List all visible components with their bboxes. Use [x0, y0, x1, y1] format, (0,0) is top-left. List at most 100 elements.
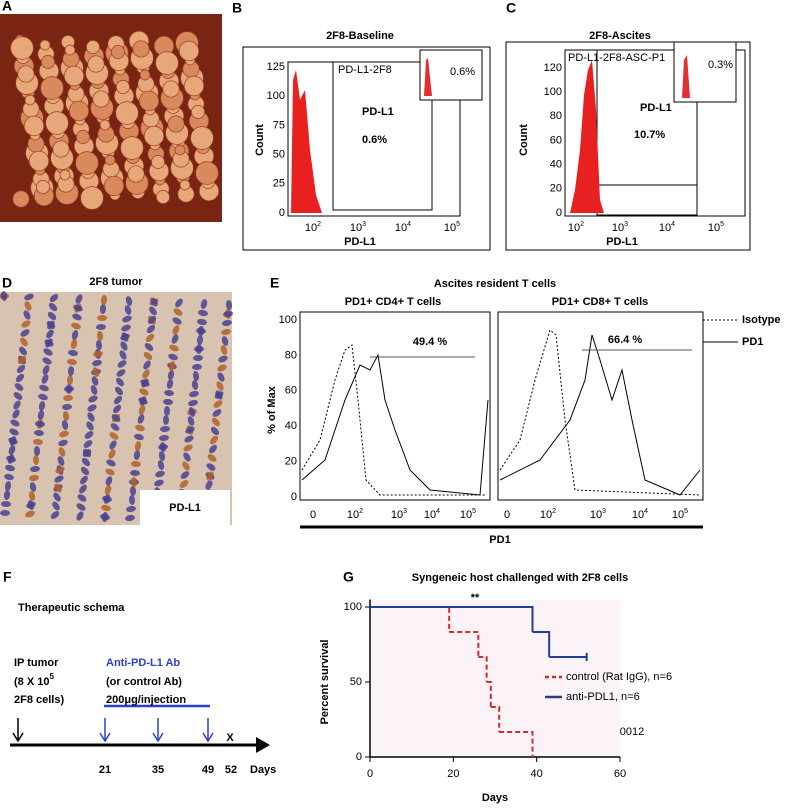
shape — [193, 354, 203, 362]
shape — [213, 400, 223, 408]
shape — [205, 480, 213, 490]
shape — [125, 514, 135, 522]
x-tick-label: 10 — [444, 222, 456, 234]
shape — [43, 348, 53, 356]
day-label: 49 — [202, 764, 214, 776]
shape — [242, 46, 491, 251]
shape — [218, 355, 228, 363]
shape — [30, 465, 40, 473]
shape — [216, 381, 224, 391]
shape — [144, 343, 154, 351]
shape — [196, 335, 204, 345]
shape — [80, 475, 88, 485]
x-tick-label: 3 — [362, 221, 366, 228]
shape — [210, 426, 220, 436]
x-tick-label: 5 — [684, 508, 688, 515]
shape — [32, 455, 40, 465]
shape — [24, 94, 36, 106]
x-label: PD-L1 — [344, 236, 376, 248]
shape — [217, 364, 227, 372]
tumor-text: 2F8 cells) — [14, 694, 64, 706]
shape — [299, 311, 491, 501]
shape — [67, 358, 77, 366]
shape — [109, 440, 117, 450]
shape — [66, 375, 74, 385]
shape — [183, 452, 191, 462]
shape — [140, 379, 150, 387]
panel-letter: D — [2, 275, 12, 291]
shape — [97, 315, 107, 321]
shape — [143, 360, 151, 370]
shape — [116, 377, 124, 387]
treatment-text: 200μg/injection — [106, 694, 186, 706]
shape — [131, 460, 141, 468]
y-tick-label: 75 — [273, 119, 285, 131]
shape — [71, 322, 81, 330]
x-tick-label: 0 — [310, 509, 316, 521]
shape — [9, 436, 17, 446]
shape — [120, 341, 128, 351]
shape — [133, 450, 141, 460]
x-tick-label: 0 — [367, 768, 373, 780]
shape — [58, 439, 68, 447]
shape — [49, 293, 59, 303]
x-tick-label: 4 — [644, 508, 648, 515]
shape — [64, 44, 76, 56]
x-tick-label: 0 — [504, 509, 510, 521]
x-tick-label: 10 — [424, 509, 436, 521]
shape — [185, 426, 195, 434]
shape — [682, 55, 690, 98]
x-tick-label: 10 — [395, 222, 407, 234]
x-axis-title: Days — [482, 792, 508, 804]
shape — [75, 294, 83, 304]
shape — [34, 429, 44, 437]
shape — [23, 115, 45, 137]
x-tick-label: 10 — [460, 509, 472, 521]
shape — [50, 511, 60, 519]
shape — [17, 355, 27, 365]
x-tick-label: 10 — [632, 509, 644, 521]
shape — [121, 324, 131, 332]
y-tick-label: 40 — [550, 159, 562, 171]
shape — [37, 410, 45, 420]
shape — [505, 41, 751, 251]
shape — [15, 373, 25, 383]
y-tick-label: 20 — [285, 456, 297, 468]
gate-label: PD-L1 — [640, 102, 672, 114]
shape — [57, 456, 65, 466]
y-tick-label: 0 — [356, 751, 362, 763]
shape — [53, 492, 61, 502]
y-tick-label: 0 — [556, 207, 562, 219]
shape — [119, 350, 127, 360]
shape — [63, 65, 85, 87]
legend-label: PD1 — [742, 336, 763, 348]
shape — [1, 500, 11, 508]
shape — [70, 339, 78, 349]
y-tick-label: 100 — [344, 601, 362, 613]
x-tick-label: 5 — [456, 221, 460, 228]
shape — [46, 329, 54, 339]
y-tick-label: 60 — [550, 134, 562, 146]
legend-label: anti-PDL1, n=6 — [566, 691, 640, 703]
shape — [183, 75, 205, 97]
shape — [12, 190, 30, 208]
shape — [102, 495, 112, 503]
shape — [28, 491, 36, 501]
shape — [16, 364, 26, 374]
shape — [29, 482, 37, 492]
shape — [84, 431, 94, 439]
shape — [92, 367, 100, 377]
shape — [26, 501, 36, 509]
x-tick-label: 10 — [590, 509, 602, 521]
shape — [169, 344, 179, 352]
shape — [182, 461, 190, 471]
shape — [52, 501, 60, 511]
shape — [158, 451, 166, 461]
shape — [13, 400, 21, 410]
y-label: Count — [254, 124, 266, 156]
x-tick-label: 103 — [350, 221, 366, 234]
shape — [24, 301, 32, 311]
shape — [58, 447, 66, 457]
shape — [80, 186, 104, 210]
x-tick-label: 105 — [708, 221, 724, 234]
